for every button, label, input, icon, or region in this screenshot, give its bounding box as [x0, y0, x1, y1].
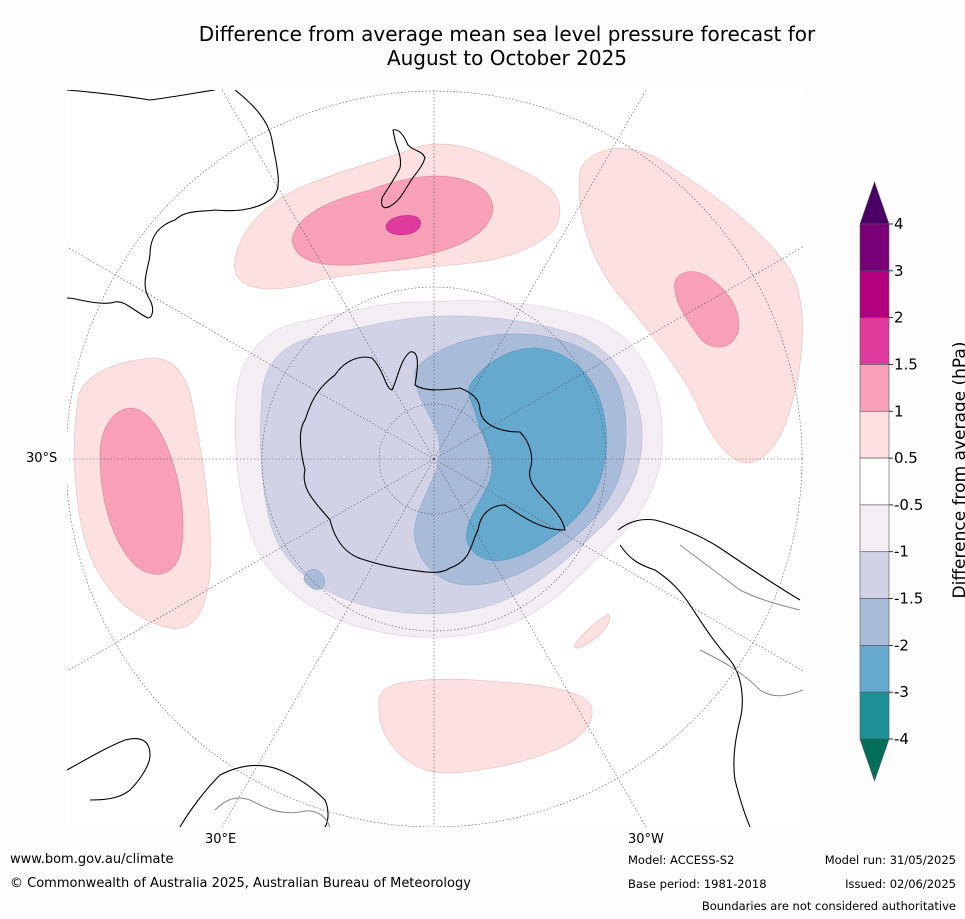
- colorbar-bin: [859, 504, 890, 553]
- footer-base-period: Base period: 1981-2018: [628, 877, 767, 891]
- new-zealand-coast: [381, 129, 426, 209]
- footer-url[interactable]: www.bom.gov.au/climate: [10, 852, 174, 867]
- title-line-1: Difference from average mean sea level p…: [198, 22, 816, 46]
- border-line: [699, 649, 803, 697]
- colorbar-bin: [859, 223, 890, 272]
- anomaly-positive-indian-core: [99, 407, 184, 575]
- border-line: [214, 797, 331, 827]
- australia-coast: [67, 90, 279, 319]
- south-america-coast: [617, 518, 801, 827]
- meridian: [67, 246, 435, 460]
- colorbar-tick-label: -3: [894, 683, 909, 701]
- border-line: [679, 544, 801, 611]
- footer-issued: Issued: 02/06/2025: [845, 877, 956, 891]
- meridian: [221, 90, 435, 460]
- footer-disclaimer: Boundaries are not considered authoritat…: [701, 899, 956, 913]
- africa-coast: [67, 737, 329, 827]
- colorbar-bin: [859, 410, 890, 459]
- colorbar-bin: [859, 598, 890, 646]
- colorbar-tick-label: 1: [894, 402, 904, 420]
- coastlines: [67, 90, 801, 827]
- colorbar-tick-label: -1.5: [894, 590, 923, 608]
- map-panel: [67, 90, 803, 827]
- colorbar-bin: [859, 645, 890, 693]
- colorbar-bin: [859, 457, 890, 506]
- anomaly-negative-small: [303, 569, 325, 590]
- footer-model: Model: ACCESS-S2: [628, 853, 735, 867]
- colorbar-tick-label: 3: [894, 262, 904, 280]
- meridian: [67, 458, 435, 672]
- colorbar-tick-label: -4: [894, 730, 909, 748]
- anomaly-negative-strongest: [466, 347, 607, 561]
- colorbar: 4 3 2 1.5 1 0.5 -0.5 -1 -1.5 -2 -3 -4: [859, 181, 923, 782]
- anomaly-positive-drake: [573, 613, 610, 649]
- anomaly-positive-pacific: [378, 678, 593, 774]
- anomaly-positive-nz-peak: [385, 215, 421, 236]
- country-borders: [214, 544, 803, 827]
- footer-copyright: © Commonwealth of Australia 2025, Austra…: [10, 876, 471, 891]
- colorbar-arrow-bottom: [859, 738, 890, 782]
- colorbar-tick-label: 0.5: [894, 449, 918, 467]
- colorbar-tick-label: 1.5: [894, 355, 918, 373]
- meridian: [433, 246, 803, 460]
- footer-model-run: Model run: 31/05/2025: [824, 853, 956, 867]
- colorbar-tick-label: -2: [894, 636, 909, 654]
- colorbar-tick-label: 4: [894, 215, 904, 233]
- title-line-2: August to October 2025: [386, 46, 628, 70]
- colorbar-title: Difference from average (hPa): [950, 341, 965, 599]
- chart-title: Difference from average mean sea level p…: [0, 22, 965, 70]
- lon-label-30w: 30°W: [628, 832, 664, 847]
- colorbar-tick-label: 2: [894, 309, 904, 327]
- meridian: [433, 90, 647, 460]
- graticule-circle-inner: [378, 403, 490, 515]
- colorbar-bin: [859, 317, 890, 365]
- colorbar-tick-label: -0.5: [894, 496, 923, 514]
- colorbar-bin: [859, 364, 890, 412]
- colorbar-bin: [859, 691, 890, 740]
- colorbar-tick-label: -1: [894, 543, 909, 561]
- colorbar-bin: [859, 270, 890, 318]
- colorbar-bin: [859, 551, 890, 599]
- lon-label-30e: 30°E: [205, 832, 237, 847]
- meridian: [433, 458, 803, 672]
- lat-label-30s: 30°S: [26, 451, 58, 466]
- meridian: [433, 458, 647, 827]
- colorbar-arrow-top: [859, 181, 890, 225]
- anomaly-positive-atlantic-core: [674, 271, 740, 348]
- antarctica-coast: [299, 351, 566, 573]
